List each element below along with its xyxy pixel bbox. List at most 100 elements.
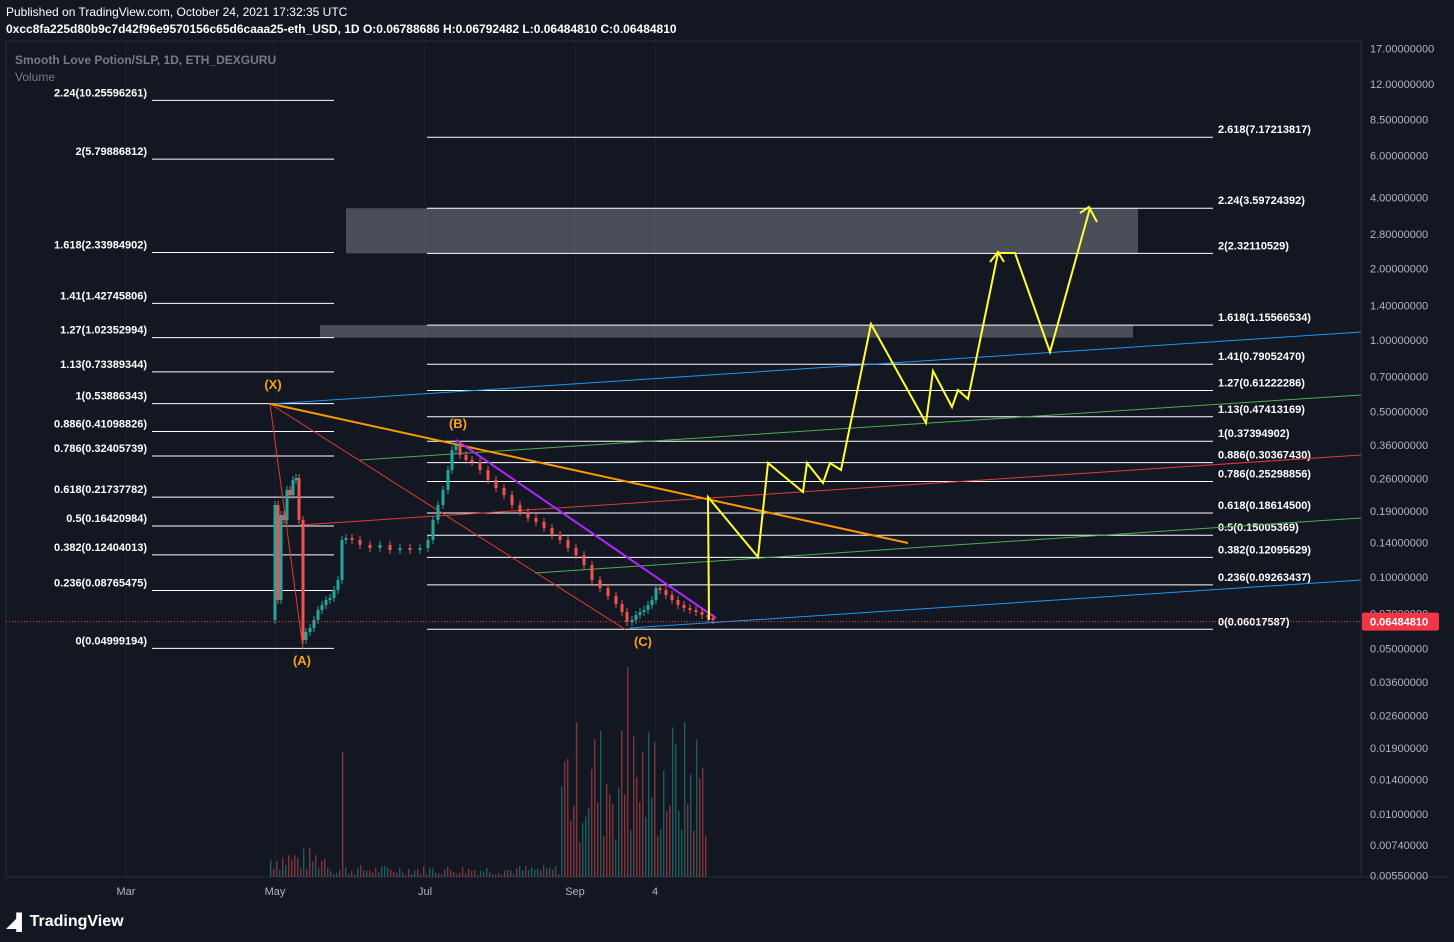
volume-bar — [669, 805, 671, 877]
volume-bar — [597, 802, 599, 877]
green-channel-top — [359, 394, 1362, 461]
projection-arrow-end — [1079, 205, 1098, 223]
volume-bar — [537, 868, 539, 877]
volume-bar — [687, 803, 689, 877]
time-tick-label: 4 — [652, 886, 658, 898]
volume-bar — [462, 867, 464, 877]
time-tick-label: May — [265, 886, 286, 898]
volume-bar — [300, 867, 302, 877]
volume-bar — [438, 873, 440, 877]
wave-label: (A) — [293, 653, 311, 668]
volume-bar — [426, 874, 428, 877]
candle-body — [526, 512, 530, 518]
volume-bar — [540, 870, 542, 877]
candle-body — [670, 595, 674, 600]
fib-level-label: 0.886(0.41098826) — [54, 419, 147, 431]
price-tick-label: 2.00000000 — [1370, 264, 1428, 276]
volume-bar — [696, 739, 698, 877]
candle-body — [418, 548, 422, 550]
green-channel-bottom — [534, 517, 1362, 574]
candle-body — [550, 528, 554, 535]
volume-bar — [522, 870, 524, 877]
candle-body — [518, 505, 522, 512]
price-axis[interactable]: 17.00000000 12.00000000 8.50000000 6.000000… — [6, 43, 1439, 883]
red-channel-line — [299, 454, 1362, 526]
volume-bar — [534, 869, 536, 877]
fib-level-label: 1(0.37394902) — [1218, 428, 1290, 440]
volume-bar — [600, 730, 602, 877]
candle-body — [625, 612, 629, 622]
volume-bar — [465, 873, 467, 877]
volume-bar — [528, 870, 530, 877]
candle-body — [598, 580, 602, 588]
price-tick-label: 6.00000000 — [1370, 151, 1428, 163]
volume-bar — [384, 865, 386, 877]
volume-bar — [411, 874, 413, 877]
high-value: H:0.06792482 — [443, 22, 520, 36]
candle-body — [682, 605, 686, 608]
symbol-info: 0xcc8fa225d80b9c7d42f96e9570156c65d6caaa… — [6, 22, 360, 36]
candle-body — [276, 505, 280, 600]
fib-level-label: 2.24(10.25596261) — [54, 87, 147, 99]
open-value: O:0.06788686 — [362, 22, 440, 36]
fib-level-label: 1.27(0.61222286) — [1218, 378, 1305, 390]
candle-body — [464, 455, 468, 460]
volume-bar — [612, 804, 614, 877]
fib-level-label: 2.24(3.59724392) — [1218, 195, 1305, 207]
candle-body — [558, 535, 562, 540]
purple-downtrend — [455, 439, 717, 619]
volume-bar — [396, 872, 398, 877]
candle-body — [582, 555, 586, 565]
fib-level-label: 1(0.53886343) — [75, 391, 147, 403]
volume-bar — [471, 870, 473, 877]
volume-bar — [405, 874, 407, 877]
volume-bar — [519, 865, 521, 877]
price-tick-label: 12.00000000 — [1370, 79, 1434, 91]
volume-bar — [441, 874, 443, 877]
time-tick-label: Sep — [565, 886, 585, 898]
tradingview-logo[interactable]: ◢▌ TradingView — [6, 912, 124, 932]
volume-bar — [573, 806, 575, 877]
candle-body — [344, 538, 348, 540]
candle-body — [566, 540, 570, 548]
candle-body — [450, 450, 454, 470]
volume-bar — [372, 872, 374, 877]
volume-bar — [579, 842, 581, 877]
volume-bar — [603, 835, 605, 877]
volume-bar — [345, 867, 347, 877]
volume-bar — [705, 835, 707, 877]
fib-level-label: 1.618(2.33984902) — [54, 240, 147, 252]
volume-bar — [618, 787, 620, 877]
volume-bar — [492, 874, 494, 877]
projection-arrow-mid — [989, 250, 1005, 263]
candle-body — [650, 600, 654, 605]
candle-body — [350, 538, 354, 540]
price-tick-label: 0.02600000 — [1370, 711, 1428, 723]
volume-bar — [681, 829, 683, 877]
wave-label: (X) — [264, 377, 281, 392]
volume-bar — [474, 870, 476, 877]
volume-bar — [666, 811, 668, 877]
candle-body — [494, 480, 498, 488]
candle-body — [658, 588, 662, 590]
price-tick-label: 0.01400000 — [1370, 774, 1428, 786]
volume-bar — [633, 736, 635, 877]
candle-body — [282, 515, 286, 520]
time-axis[interactable]: Mar May Jul Sep 4 — [117, 886, 659, 898]
fib-level-label: 0.236(0.08765475) — [54, 578, 147, 590]
tradingview-logo-text: TradingView — [29, 913, 124, 930]
volume-bar — [495, 874, 497, 877]
volume-bar — [672, 727, 674, 877]
candle-body — [431, 520, 435, 540]
volume-bar — [432, 868, 434, 877]
fib-level-label: 2(2.32110529) — [1218, 240, 1289, 252]
fib-level-label: 0.786(0.32405739) — [54, 443, 147, 455]
ohlc-line: 0xcc8fa225d80b9c7d42f96e9570156c65d6caaa… — [6, 22, 677, 36]
resistance-zones — [320, 208, 1138, 338]
trendlines — [269, 331, 1362, 649]
fib-level-label: 0.618(0.21737782) — [54, 484, 147, 496]
candle-body — [638, 612, 642, 615]
candle-body — [534, 518, 538, 522]
candle-body — [340, 540, 344, 580]
